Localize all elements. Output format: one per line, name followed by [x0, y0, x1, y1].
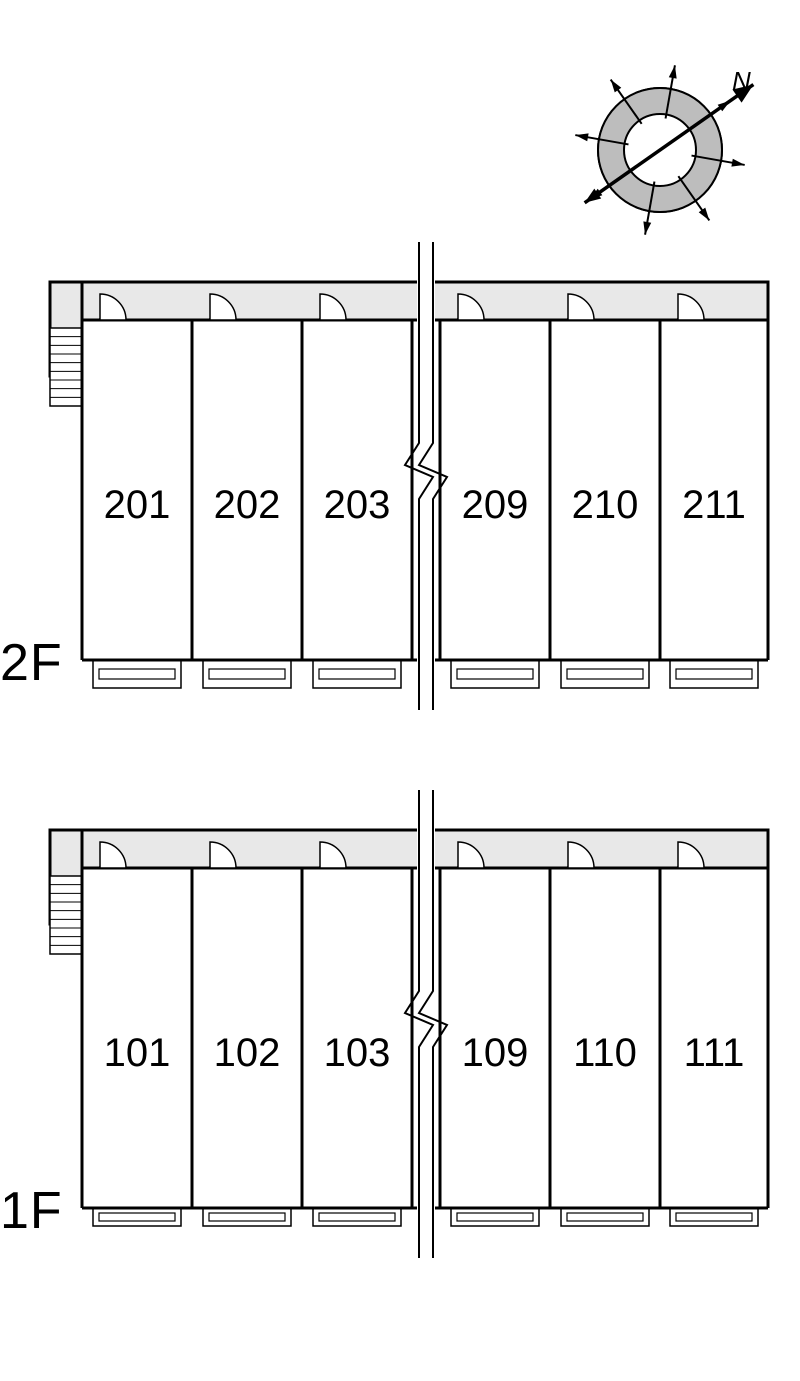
compass-rose: N: [575, 65, 753, 234]
balcony: [203, 1208, 291, 1226]
floor-2F: 201 202 203 209 210 211 2F: [0, 242, 768, 710]
room-label-201: 201: [104, 483, 171, 527]
room-label-211: 211: [682, 483, 746, 527]
floor-1F: 101 102 103 109 110 111 1F: [0, 790, 768, 1258]
room-label-110: 110: [573, 1031, 637, 1075]
balcony: [93, 660, 181, 688]
floor-label-2F: 2F: [0, 634, 63, 692]
balcony: [93, 1208, 181, 1226]
room-label-102: 102: [214, 1031, 281, 1075]
room-label-210: 210: [572, 483, 639, 527]
room-label-103: 103: [324, 1031, 391, 1075]
room-label-202: 202: [214, 483, 281, 527]
room-label-109: 109: [462, 1031, 529, 1075]
room-label-111: 111: [684, 1031, 745, 1075]
balcony: [670, 1208, 758, 1226]
balcony: [670, 660, 758, 688]
balcony: [451, 660, 539, 688]
balcony: [451, 1208, 539, 1226]
corridor: [50, 830, 768, 868]
room-label-203: 203: [324, 483, 391, 527]
room-label-209: 209: [462, 483, 529, 527]
balcony: [561, 1208, 649, 1226]
balcony: [313, 660, 401, 688]
floor-label-1F: 1F: [0, 1182, 63, 1240]
balcony: [313, 1208, 401, 1226]
corridor: [50, 282, 768, 320]
stairs-icon: [50, 328, 82, 406]
compass-north-label: N: [732, 66, 752, 96]
balcony: [203, 660, 291, 688]
room-label-101: 101: [104, 1031, 171, 1075]
stairs-icon: [50, 876, 82, 954]
balcony: [561, 660, 649, 688]
